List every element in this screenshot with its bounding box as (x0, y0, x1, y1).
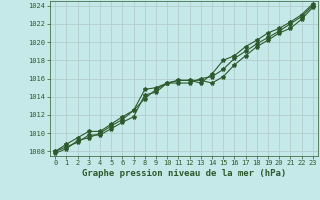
X-axis label: Graphe pression niveau de la mer (hPa): Graphe pression niveau de la mer (hPa) (82, 169, 286, 178)
